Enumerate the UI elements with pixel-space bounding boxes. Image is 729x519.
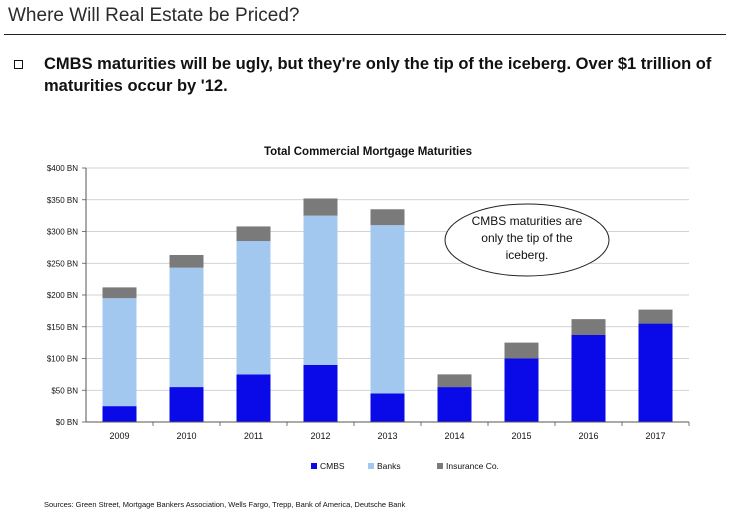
annotation-bubble — [444, 203, 610, 277]
x-tick-label: 2015 — [511, 431, 531, 441]
annotation-text: only the tip of the — [481, 231, 573, 245]
bar-insurance-co-2011 — [236, 226, 271, 242]
legend-swatch — [437, 463, 443, 469]
y-tick-label: $100 BN — [47, 355, 78, 364]
bar-insurance-co-2014 — [437, 374, 472, 388]
bar-cmbs-2017 — [638, 323, 673, 422]
x-tick-label: 2016 — [578, 431, 598, 441]
x-tick-label: 2012 — [310, 431, 330, 441]
y-tick-label: $200 BN — [47, 291, 78, 300]
annotation-text: CMBS maturities are — [472, 214, 583, 228]
bar-insurance-co-2013 — [370, 209, 405, 226]
legend-label: CMBS — [320, 461, 345, 471]
bar-banks-2009 — [102, 298, 137, 407]
x-tick-label: 2014 — [444, 431, 464, 441]
bar-cmbs-2010 — [169, 387, 204, 422]
legend-label: Banks — [377, 461, 401, 471]
bar-banks-2012 — [303, 215, 338, 365]
bar-insurance-co-2012 — [303, 198, 338, 216]
x-tick-label: 2010 — [176, 431, 196, 441]
bar-cmbs-2012 — [303, 364, 338, 422]
bar-cmbs-2015 — [504, 358, 539, 422]
y-tick-label: $350 BN — [47, 196, 78, 205]
title-divider — [4, 34, 726, 35]
bullet-checkbox-icon — [14, 60, 23, 69]
bar-cmbs-2009 — [102, 406, 137, 422]
bar-cmbs-2016 — [571, 335, 606, 422]
y-tick-label: $400 BN — [47, 164, 78, 173]
bar-banks-2010 — [169, 267, 204, 388]
bar-cmbs-2014 — [437, 387, 472, 422]
bar-insurance-co-2017 — [638, 309, 673, 324]
bar-banks-2011 — [236, 241, 271, 375]
bar-insurance-co-2009 — [102, 287, 137, 299]
bar-cmbs-2011 — [236, 374, 271, 422]
x-tick-label: 2013 — [377, 431, 397, 441]
bullet-text: CMBS maturities will be ugly, but they'r… — [44, 55, 712, 95]
sources-note: Sources: Green Street, Mortgage Bankers … — [44, 500, 406, 509]
bar-insurance-co-2010 — [169, 254, 204, 268]
bar-insurance-co-2015 — [504, 342, 539, 359]
page-title: Where Will Real Estate be Priced? — [8, 5, 300, 26]
legend-label: Insurance Co. — [446, 461, 499, 471]
y-tick-label: $250 BN — [47, 259, 78, 268]
x-tick-label: 2009 — [109, 431, 129, 441]
y-tick-label: $0 BN — [56, 418, 78, 427]
bar-banks-2013 — [370, 225, 405, 394]
y-tick-label: $50 BN — [51, 386, 78, 395]
bar-cmbs-2013 — [370, 393, 405, 422]
legend-swatch — [311, 463, 317, 469]
y-tick-label: $300 BN — [47, 228, 78, 237]
x-tick-label: 2011 — [244, 431, 263, 441]
bar-insurance-co-2016 — [571, 319, 606, 336]
x-tick-label: 2017 — [645, 431, 665, 441]
y-tick-label: $150 BN — [47, 323, 78, 332]
annotation-text: iceberg. — [506, 248, 549, 262]
legend-swatch — [368, 463, 374, 469]
chart-title: Total Commercial Mortgage Maturities — [264, 146, 472, 158]
